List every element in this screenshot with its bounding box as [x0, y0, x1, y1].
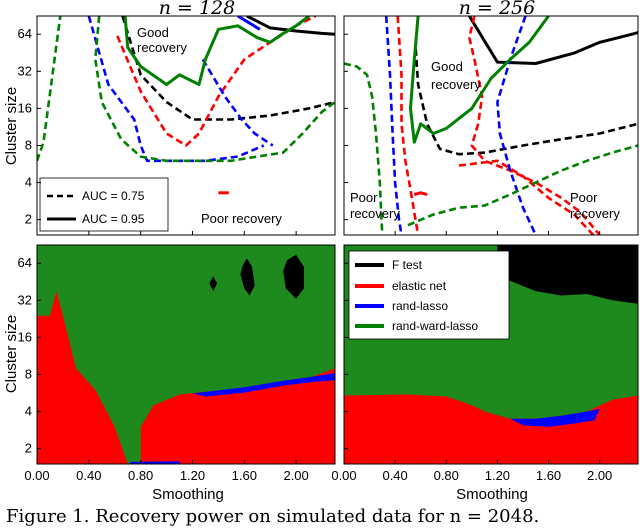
region-rand-lasso-1	[510, 408, 600, 427]
contour-rand-lasso-auc-095-6	[237, 16, 261, 31]
region-elastic-net-0	[37, 291, 128, 464]
ytick-label-top-left-2: 2	[25, 212, 32, 227]
contour-f-test-auc-095-0	[246, 16, 335, 36]
annotation-poor-recovery-right-b-line2: recovery	[570, 206, 620, 221]
contour-rand-lasso-auc-075-4	[87, 16, 265, 163]
contour-rand-ward-lasso-auc-075-9	[344, 62, 384, 235]
panel-bottom-right: F test elastic net rand-lasso rand-ward-…	[343, 244, 639, 465]
annotation-poor-recovery-left: Poor recovery	[201, 211, 282, 226]
xtick-label-bottom-left-0.00: 0.00	[24, 468, 49, 483]
legend-auc-095-label: AUC = 0.95	[82, 212, 145, 226]
contour-rand-ward-lasso-auc-075-9	[37, 16, 62, 162]
region-rand-lasso-2	[192, 373, 335, 397]
contour-rand-ward-lasso-auc-095-7	[123, 16, 311, 86]
panel-bottom-left-frame	[36, 244, 336, 465]
xtick-label-bottom-left-1.60: 1.60	[232, 468, 257, 483]
annotation-good-recovery-right-line2: recovery	[431, 77, 481, 92]
panel-top-left: n = 128 Good recovery Poor recovery AUC …	[36, 0, 336, 236]
region-rand-lasso-3	[130, 461, 180, 464]
contour-f-test-auc-075-1	[121, 16, 335, 121]
region-f-test-5	[240, 258, 255, 296]
legend-auc-075-label: AUC = 0.75	[82, 189, 145, 203]
figure-caption: Figure 1. Recovery power on simulated da…	[6, 506, 540, 527]
contour-elastic-net-auc-075-3	[468, 16, 601, 235]
xtick-label-bottom-right-1.20: 1.20	[485, 468, 510, 483]
ytick-label-top-left-64: 64	[18, 26, 32, 41]
region-f-test-6	[283, 254, 304, 299]
legend-auc-box	[39, 177, 169, 232]
xtick-label-bottom-right-0.80: 0.80	[434, 468, 459, 483]
contour-rand-ward-lasso-auc-075-10	[407, 144, 638, 227]
panel-top-right: n = 256 Good recovery Poor recovery Poor…	[343, 0, 639, 236]
ytick-label-top-left-16: 16	[18, 100, 32, 115]
contour-elastic-net-auc-075-2	[116, 16, 317, 147]
annotation-poor-recovery-right-a-line1: Poor	[350, 190, 378, 205]
legend-methods: F test elastic net rand-lasso rand-ward-…	[348, 250, 510, 340]
annotation-poor-recovery-right-a-line2: recovery	[350, 206, 400, 221]
legend-f-test-label: F test	[392, 258, 423, 272]
ytick-label-bottom-left-4: 4	[25, 404, 32, 419]
xtick-label-bottom-left-0.80: 0.80	[128, 468, 153, 483]
contour-elastic-net-auc-095-4	[413, 191, 428, 196]
contour-rand-lasso-auc-075-5	[201, 58, 274, 147]
ytick-label-bottom-left-32: 32	[18, 292, 32, 307]
contour-f-test-auc-095-0	[468, 16, 638, 65]
legend-elastic-net-label: elastic net	[392, 279, 447, 293]
panel-bottom-right-frame	[343, 244, 639, 465]
legend-auc: AUC = 0.75 AUC = 0.95	[39, 177, 169, 232]
ytick-label-bottom-left-8: 8	[25, 366, 32, 381]
legend-rand-ward-lasso-label: rand-ward-lasso	[392, 319, 478, 333]
contour-elastic-net-auc-075-2	[396, 16, 420, 235]
ytick-label-bottom-left-16: 16	[18, 329, 32, 344]
xtick-label-bottom-right-0.00: 0.00	[331, 468, 356, 483]
ytick-label-top-left-8: 8	[25, 137, 32, 152]
x-axis-label-right: Smoothing	[456, 486, 528, 503]
xtick-label-bottom-right-2.00: 2.00	[587, 468, 612, 483]
ytick-label-bottom-left-2: 2	[25, 441, 32, 456]
ytick-label-top-left-32: 32	[18, 63, 32, 78]
annotation-poor-recovery-right-b-line1: Poor	[570, 190, 598, 205]
region-elastic-net-1	[140, 368, 335, 464]
ytick-label-top-left-4: 4	[25, 175, 32, 190]
region-f-test-2	[497, 245, 638, 304]
region-elastic-net-0	[344, 394, 638, 464]
contour-rand-ward-lasso-auc-095-8	[409, 16, 550, 144]
xtick-label-bottom-left-0.40: 0.40	[76, 468, 101, 483]
y-axis-label-top: Cluster size	[3, 87, 20, 165]
y-axis-label-bottom: Cluster size	[3, 315, 20, 393]
panel-top-left-title: n = 128	[159, 0, 236, 19]
panel-bottom-left	[36, 244, 336, 465]
ytick-label-bottom-left-64: 64	[18, 255, 32, 270]
panel-top-left-frame	[36, 15, 336, 236]
contour-f-test-auc-075-1	[414, 16, 638, 156]
contour-elastic-net-auc-075-5	[458, 159, 595, 235]
contour-rand-lasso-auc-075-6	[384, 16, 403, 235]
xtick-label-bottom-left-1.20: 1.20	[180, 468, 205, 483]
panel-top-right-title: n = 256	[459, 0, 536, 19]
annotation-good-recovery-right-line1: Good	[431, 59, 463, 74]
annotation-good-recovery-left-line1: Good	[137, 25, 169, 40]
legend-rand-lasso-label: rand-lasso	[392, 299, 448, 313]
panel-top-right-frame	[343, 15, 639, 236]
region-f-test-4	[209, 276, 218, 292]
annotation-good-recovery-left-line2: recovery	[137, 40, 187, 55]
xtick-label-bottom-right-0.40: 0.40	[382, 468, 407, 483]
xtick-label-bottom-left-2.00: 2.00	[283, 468, 308, 483]
xtick-label-bottom-right-1.60: 1.60	[536, 468, 561, 483]
x-axis-label-left: Smoothing	[152, 486, 224, 503]
contour-rand-ward-lasso-auc-075-8	[94, 16, 335, 163]
